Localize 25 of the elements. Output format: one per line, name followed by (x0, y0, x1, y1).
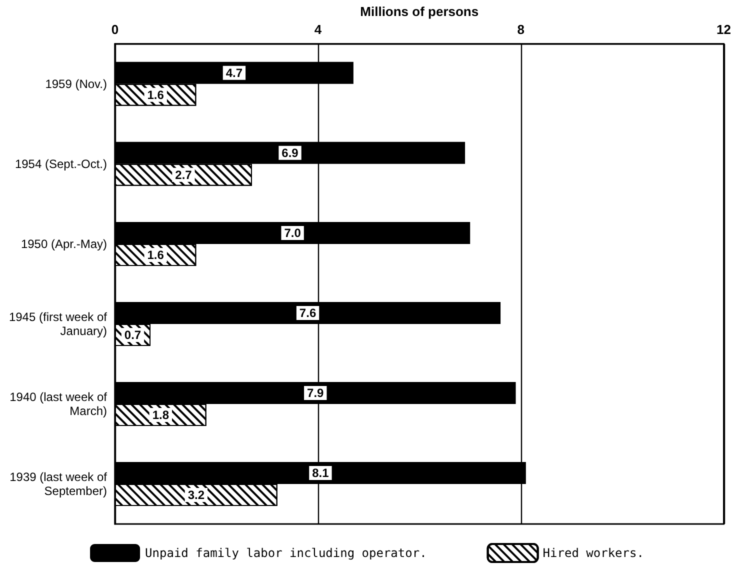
y-tick-label: 1959 (Nov.) (45, 76, 107, 91)
y-tick-label: 1945 (first week of January) (8, 310, 108, 338)
data-label: 4.7 (226, 66, 243, 80)
data-label: 7.6 (299, 306, 316, 320)
data-label: 1.8 (152, 408, 170, 422)
x-tick-label: 4 (314, 22, 322, 37)
data-label: 1.6 (147, 88, 164, 102)
x-tick-label: 0 (111, 22, 119, 37)
legend-label: Unpaid family labor including operator. (145, 546, 427, 560)
data-label: 7.9 (307, 386, 324, 400)
y-tick-label: 1940 (last week of March) (10, 390, 108, 418)
data-label: 8.1 (312, 466, 330, 480)
data-label: 2.7 (175, 168, 192, 182)
legend-label: Hired workers. (542, 546, 644, 560)
data-label: 1.6 (147, 248, 164, 262)
x-axis-title: Millions of persons (360, 4, 479, 19)
x-tick-label: 12 (716, 22, 732, 37)
data-label: 0.7 (124, 328, 142, 342)
y-tick-label: 1950 (Apr.-May) (20, 236, 107, 251)
data-label: 3.2 (188, 488, 205, 502)
data-label: 6.9 (282, 146, 299, 160)
x-tick-label: 8 (517, 22, 524, 37)
data-label: 7.0 (284, 226, 302, 240)
y-tick-label: 1939 (last week of September) (10, 470, 108, 498)
y-tick-label: 1954 (Sept.-Oct.) (14, 156, 107, 171)
